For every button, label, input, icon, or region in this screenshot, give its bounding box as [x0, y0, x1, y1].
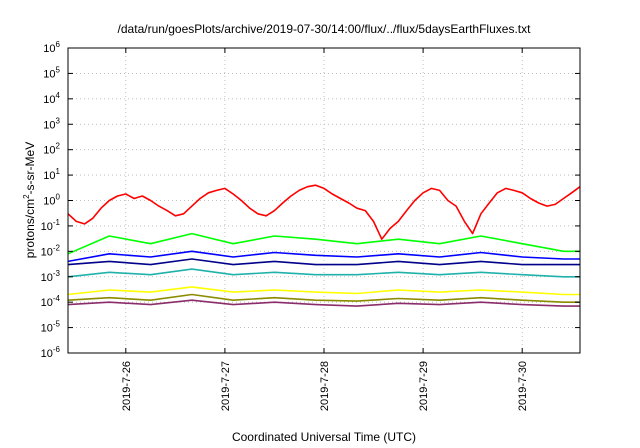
y-tick-label: 10-6 — [41, 345, 61, 360]
y-tick-label: 10-5 — [41, 320, 61, 335]
y-tick-label: 102 — [43, 142, 60, 157]
x-tick-label: 2019-7-28 — [319, 361, 331, 411]
y-tick-label: 10-2 — [41, 243, 61, 258]
y-tick-label: 106 — [43, 40, 60, 55]
x-tick-label: 2019-7-29 — [418, 361, 430, 411]
y-tick-label: 101 — [43, 167, 60, 182]
grid — [68, 48, 580, 353]
series-line-2 — [67, 232, 580, 255]
y-tick-label: 104 — [43, 91, 60, 106]
series-line-7 — [67, 293, 580, 303]
x-tick-label: 2019-7-30 — [517, 361, 529, 411]
x-ticks: 2019-7-26 2019-7-27 2019-7-28 2019-7-29 2019… — [121, 48, 529, 411]
y-tick-label: 10-1 — [41, 218, 61, 233]
y-tick-label: 10-3 — [41, 269, 61, 284]
y-tick-label: 103 — [43, 116, 60, 131]
y-ticks: 10-6 10-5 10-4 10-3 10-2 10-1 100 101 102 103 104 1… — [41, 40, 580, 360]
series-line-8 — [67, 299, 580, 307]
y-axis-label: protons/cm2-s-sr-MeV — [22, 142, 37, 258]
y-tick-label: 100 — [43, 193, 60, 208]
series-line-6 — [67, 286, 580, 296]
y-tick-label: 10-4 — [41, 294, 61, 309]
series-line-1 — [67, 184, 581, 240]
chart-title: /data/run/goesPlots/archive/2019-07-30/1… — [118, 22, 532, 36]
y-tick-label: 105 — [43, 65, 60, 80]
series-line-3 — [67, 250, 580, 263]
x-axis-label: Coordinated Universal Time (UTC) — [232, 430, 416, 444]
series-line-4 — [67, 258, 580, 266]
series-layer — [67, 184, 581, 307]
x-tick-label: 2019-7-27 — [220, 361, 232, 411]
x-tick-label: 2019-7-26 — [121, 361, 133, 411]
series-line-5 — [67, 268, 580, 278]
